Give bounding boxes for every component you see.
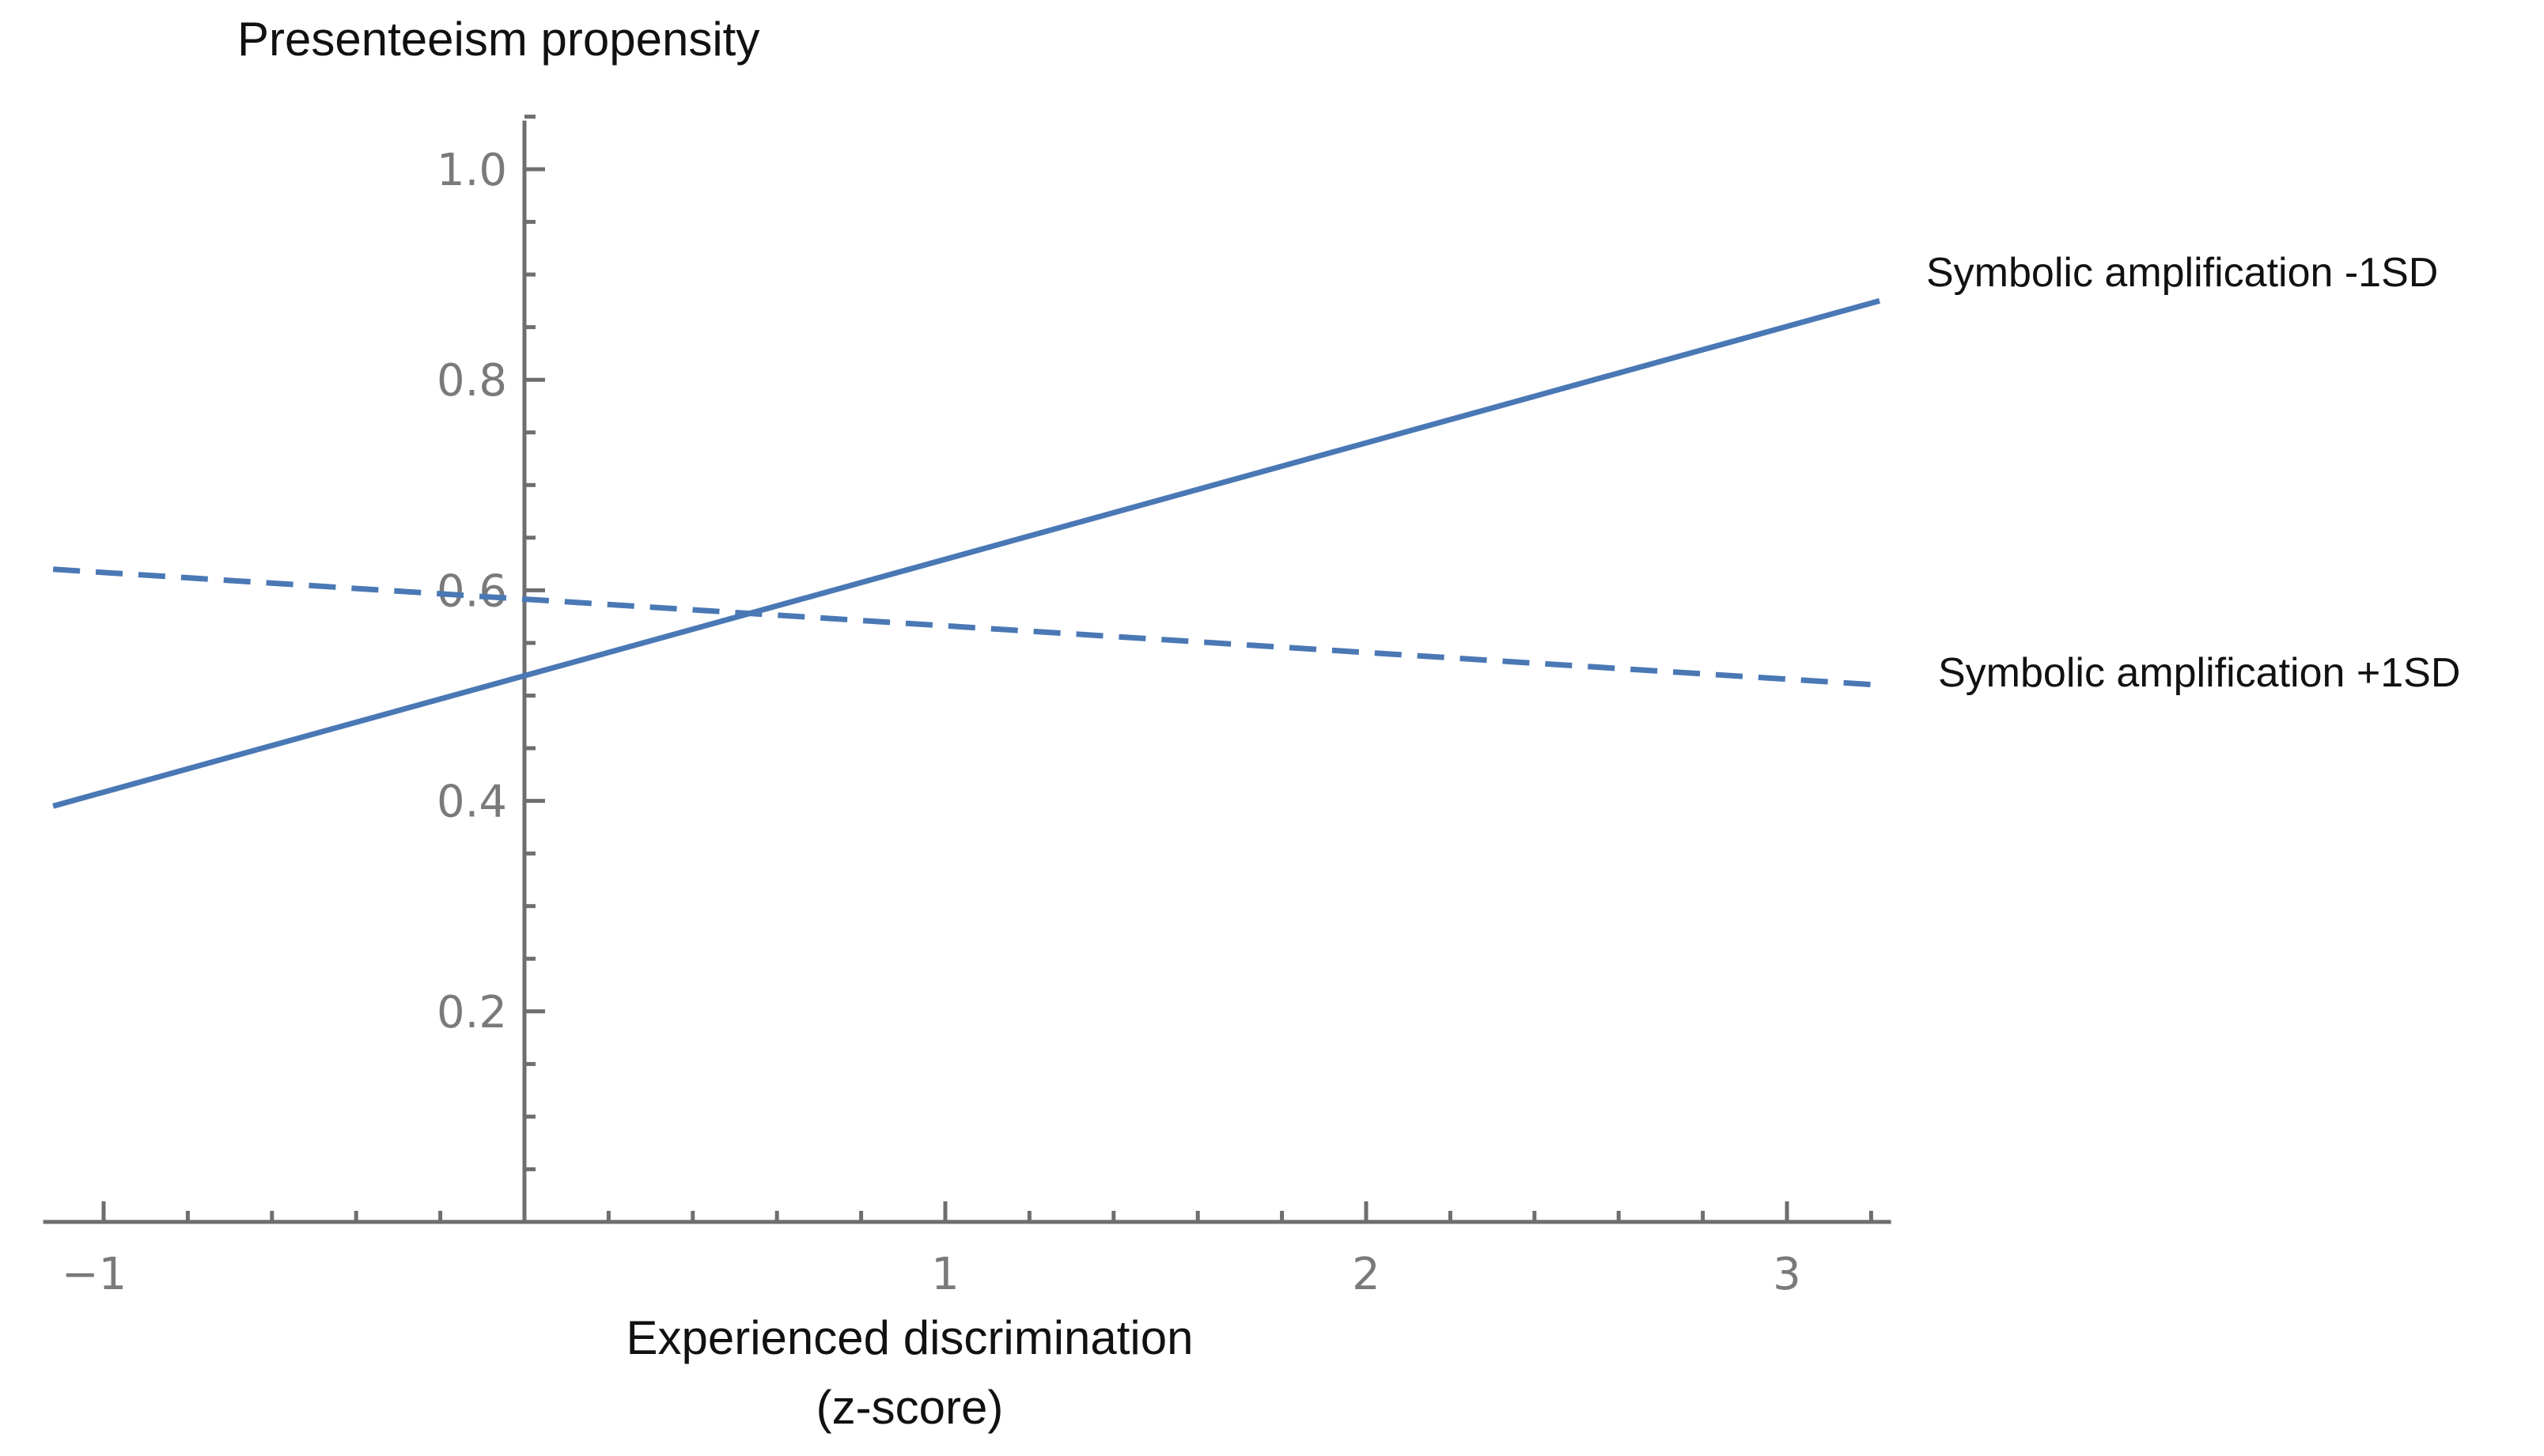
- y-tick-label: 0.8: [437, 355, 507, 407]
- series-line-minus-1sd: [52, 298, 1880, 809]
- axes: [43, 120, 1891, 1224]
- x-tick-label: −1: [62, 1249, 127, 1300]
- x-axis-title-line2: (z-score): [816, 1381, 1004, 1434]
- x-axis-title-line1: Experienced discrimination: [626, 1311, 1193, 1364]
- y-tick-label: 0.4: [437, 777, 507, 828]
- legend-label-minus-1sd: Symbolic amplification -1SD: [1926, 250, 2438, 296]
- y-tick-label: 0.2: [437, 987, 507, 1038]
- y-tick-label: 0.6: [437, 565, 507, 617]
- ticks: −1 1 2 3 0.2 0.4 0.6 0.8 1.0: [62, 114, 1873, 1300]
- series-lines: [52, 298, 1880, 809]
- y-axis-title: Presenteeism propensity: [237, 13, 759, 66]
- y-tick-label: 1.0: [437, 145, 507, 196]
- series-line-plus-1sd: [52, 566, 1880, 688]
- x-tick-label: 2: [1352, 1249, 1380, 1300]
- x-tick-label: 3: [1773, 1249, 1801, 1300]
- x-tick-label: 1: [931, 1249, 960, 1300]
- legend-label-plus-1sd: Symbolic amplification +1SD: [1938, 650, 2460, 696]
